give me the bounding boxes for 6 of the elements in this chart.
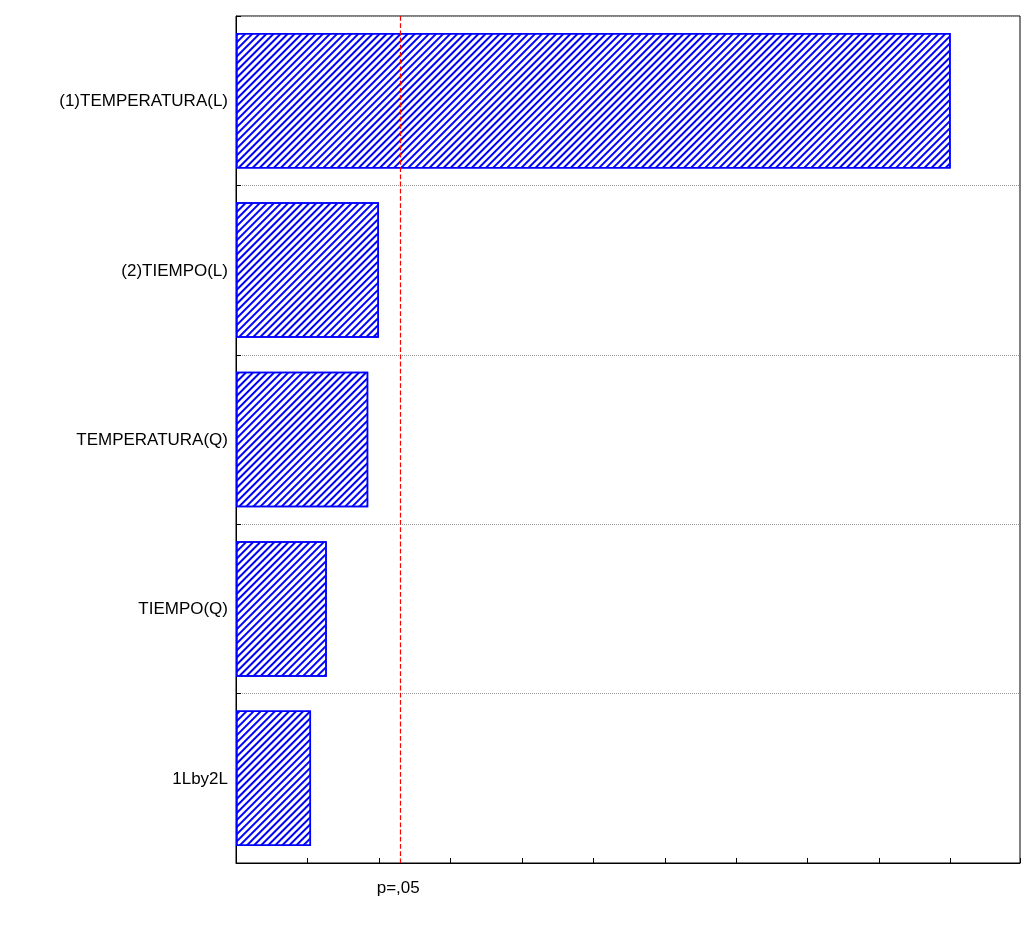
y-tick-label: (1)TEMPERATURA(L) — [59, 91, 228, 111]
y-tick-label: 1Lby2L — [172, 768, 228, 788]
ref-line-label: p=,05 — [376, 878, 420, 897]
y-tick-label: TIEMPO(Q) — [138, 599, 228, 619]
y-tick-label: (2)TIEMPO(L) — [121, 260, 228, 280]
y-tick-label: TEMPERATURA(Q) — [76, 430, 228, 449]
